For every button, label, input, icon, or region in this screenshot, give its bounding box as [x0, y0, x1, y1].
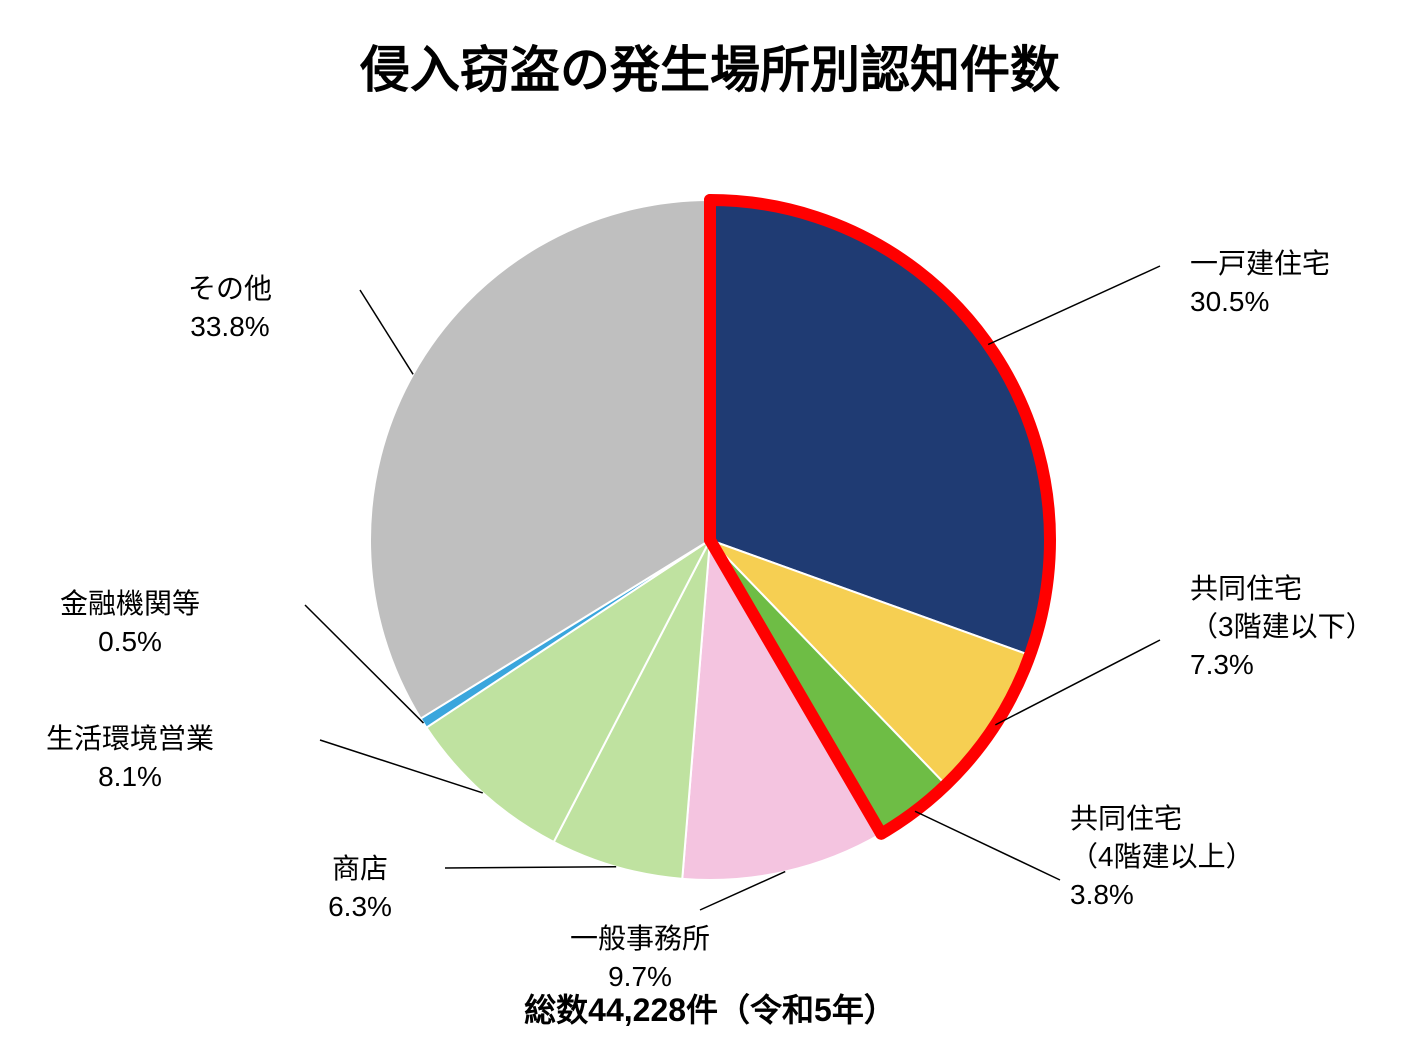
- slice-label-line: 6.3%: [328, 888, 392, 926]
- leader-line-detached: [988, 266, 1160, 344]
- slice-label-line: 一般事務所: [570, 920, 710, 958]
- slice-label-line: 3.8%: [1070, 876, 1254, 914]
- chart-subtitle: 総数44,228件（令和5年）: [0, 985, 1420, 1031]
- slice-label-line: 7.3%: [1190, 646, 1374, 684]
- slice-label-line: 33.8%: [188, 308, 272, 346]
- slice-label-apt_high: 共同住宅（4階建以上）3.8%: [1070, 800, 1254, 913]
- leader-line-other: [360, 290, 413, 374]
- slice-label-line: （3階建以下）: [1190, 608, 1374, 646]
- slice-label-line: 8.1%: [46, 758, 214, 796]
- slice-label-line: その他: [188, 270, 272, 308]
- slice-label-line: 共同住宅: [1070, 800, 1254, 838]
- slice-label-shop: 商店6.3%: [328, 850, 392, 926]
- chart-page: { "title": { "text": "侵入窃盗の発生場所別認知件数", "…: [0, 0, 1420, 1059]
- slice-label-line: 商店: [328, 850, 392, 888]
- leader-line-apt_high: [915, 811, 1060, 880]
- slice-label-detached: 一戸建住宅30.5%: [1190, 245, 1330, 321]
- slice-label-line: 金融機関等: [60, 585, 200, 623]
- slice-label-other: その他33.8%: [188, 270, 272, 346]
- slice-label-financial: 金融機関等0.5%: [60, 585, 200, 661]
- slice-label-line: （4階建以上）: [1070, 838, 1254, 876]
- slice-label-line: 一戸建住宅: [1190, 245, 1330, 283]
- slice-label-line: 30.5%: [1190, 283, 1330, 321]
- leader-line-shop: [445, 867, 616, 868]
- slice-label-apt_low: 共同住宅（3階建以下）7.3%: [1190, 570, 1374, 683]
- slice-label-line: 生活環境営業: [46, 720, 214, 758]
- slice-label-life_env: 生活環境営業8.1%: [46, 720, 214, 796]
- slice-label-line: 共同住宅: [1190, 570, 1374, 608]
- slice-label-line: 0.5%: [60, 623, 200, 661]
